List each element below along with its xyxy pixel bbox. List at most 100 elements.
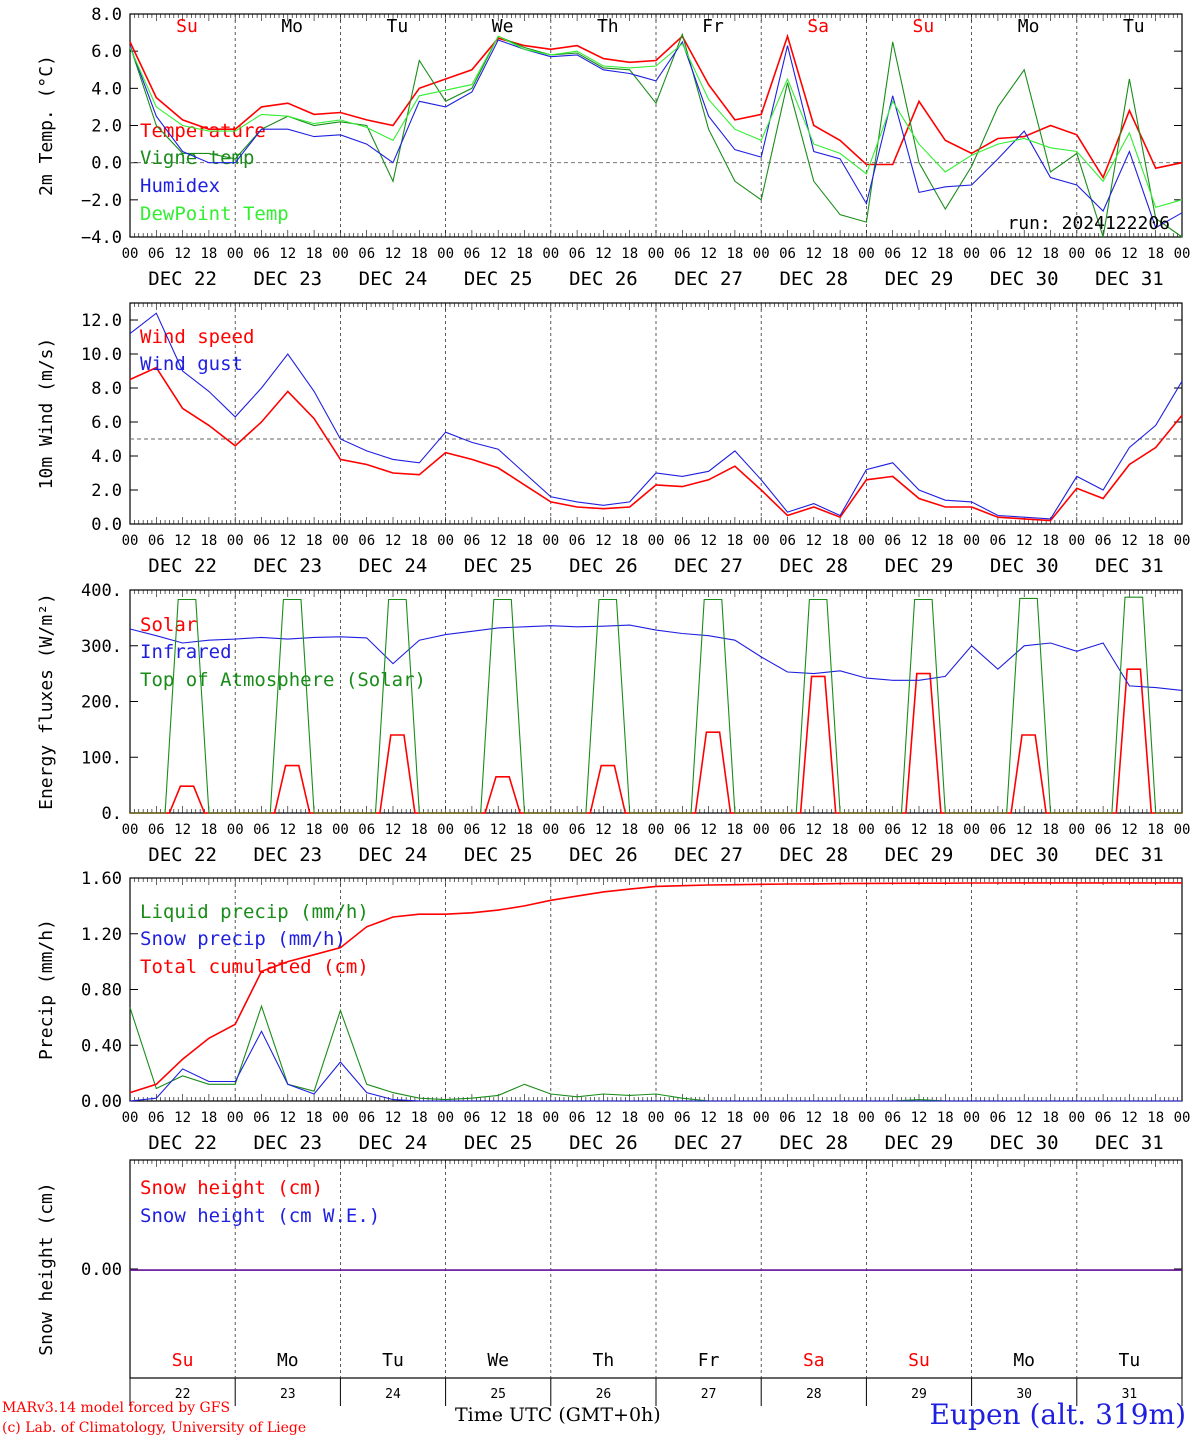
hour-tick-label: 12 xyxy=(1121,533,1138,549)
hour-tick-label: 06 xyxy=(1095,533,1112,549)
day-number-label: 23 xyxy=(280,1387,296,1402)
hour-tick-label: 06 xyxy=(358,246,375,262)
hour-tick-label: 12 xyxy=(1016,533,1033,549)
hour-tick-label: 00 xyxy=(963,822,980,838)
date-label: DEC 22 xyxy=(148,555,217,577)
hour-tick-label: 00 xyxy=(542,246,559,262)
day-number-label: 30 xyxy=(1016,1387,1032,1402)
day-of-week-label: Mo xyxy=(281,16,303,37)
date-label: DEC 31 xyxy=(1095,1132,1164,1154)
hour-tick-label: 12 xyxy=(595,533,612,549)
y-tick-label: 0.40 xyxy=(81,1036,122,1056)
y-axis-title: Snow height (cm) xyxy=(36,1182,57,1355)
y-tick-label: 1.60 xyxy=(81,869,122,889)
legend-entry: Snow precip (mm/h) xyxy=(140,928,346,950)
hour-tick-label: 00 xyxy=(1068,533,1085,549)
y-tick-label: −4.0 xyxy=(81,228,122,248)
series-line-vigne-temp xyxy=(129,32,1183,238)
hour-tick-label: 18 xyxy=(937,822,954,838)
date-label: DEC 28 xyxy=(779,555,848,577)
hour-tick-label: 00 xyxy=(1068,246,1085,262)
y-tick-label: 0.00 xyxy=(81,1260,122,1280)
hour-tick-label: 12 xyxy=(911,1110,928,1126)
hour-tick-label: 06 xyxy=(148,1110,165,1126)
hour-tick-label: 18 xyxy=(1147,1110,1164,1126)
panel-temperature: −4.0−2.00.02.04.06.08.02m Temp. (°C) Temp… xyxy=(36,5,1190,290)
hour-tick-label: 12 xyxy=(595,1110,612,1126)
hour-tick-label: 00 xyxy=(332,246,349,262)
hour-tick-label: 18 xyxy=(937,246,954,262)
series-line-snow-precip-mm-h xyxy=(129,1030,1182,1102)
hour-tick-label: 06 xyxy=(884,1110,901,1126)
hour-tick-label: 00 xyxy=(227,822,244,838)
hour-tick-label: 06 xyxy=(463,1110,480,1126)
day-of-week-label: Fr xyxy=(698,1350,720,1371)
y-tick-label: 0.0 xyxy=(91,515,122,535)
hour-tick-label: 18 xyxy=(832,246,849,262)
panel-wind: 0.0 2.0 4.0 6.0 8.0 10.0 12.0 10m Wind (m/s) Win… xyxy=(36,302,1190,577)
day-of-week-label: We xyxy=(492,16,514,37)
hour-tick-label: 12 xyxy=(1016,1110,1033,1126)
copyright-credit: (c) Lab. of Climatology, University of L… xyxy=(2,1420,307,1436)
hour-tick-label: 12 xyxy=(385,822,402,838)
day-of-week-label: Mo xyxy=(1018,16,1040,37)
day-of-week-label: Fr xyxy=(702,16,724,37)
hour-tick-label: 06 xyxy=(253,1110,270,1126)
series-line-dewpoint-temp xyxy=(129,35,1183,208)
legend-entry: Wind speed xyxy=(140,326,254,348)
hour-tick-label: 12 xyxy=(805,533,822,549)
hour-tick-label: 12 xyxy=(805,1110,822,1126)
date-label: DEC 26 xyxy=(569,844,638,866)
hour-tick-label: 18 xyxy=(411,533,428,549)
hour-tick-label: 12 xyxy=(385,1110,402,1126)
hour-tick-label: 00 xyxy=(332,1110,349,1126)
hour-tick-label: 06 xyxy=(989,533,1006,549)
hour-tick-label: 06 xyxy=(884,822,901,838)
y-tick-label: 0.00 xyxy=(81,1092,122,1112)
hour-tick-label: 00 xyxy=(1174,822,1191,838)
hour-tick-label: 06 xyxy=(674,533,691,549)
y-tick-label: 8.0 xyxy=(91,5,122,25)
day-number-label: 29 xyxy=(911,1387,927,1402)
hour-tick-label: 12 xyxy=(1016,246,1033,262)
day-of-week-label: Su xyxy=(172,1350,194,1371)
y-tick-label: 0.80 xyxy=(81,981,122,1001)
date-label: DEC 23 xyxy=(253,268,322,290)
day-of-week-label: Tu xyxy=(1123,16,1145,37)
date-label: DEC 24 xyxy=(359,268,428,290)
hour-tick-label: 12 xyxy=(911,822,928,838)
date-label: DEC 24 xyxy=(359,1132,428,1154)
y-tick-label: 2.0 xyxy=(91,117,122,137)
hour-tick-label: 06 xyxy=(358,1110,375,1126)
hour-tick-label: 12 xyxy=(174,246,191,262)
date-label: DEC 31 xyxy=(1095,555,1164,577)
hour-tick-label: 06 xyxy=(463,246,480,262)
hour-tick-label: 06 xyxy=(779,822,796,838)
hour-tick-label: 00 xyxy=(542,533,559,549)
hour-tick-label: 06 xyxy=(253,246,270,262)
legend-entry: Top of Atmosphere (Solar) xyxy=(140,669,426,691)
date-label: DEC 25 xyxy=(464,268,533,290)
hour-tick-label: 18 xyxy=(726,533,743,549)
hour-tick-label: 00 xyxy=(648,246,665,262)
hour-tick-label: 06 xyxy=(779,533,796,549)
date-label: DEC 29 xyxy=(885,1132,954,1154)
hour-tick-label: 12 xyxy=(174,1110,191,1126)
date-label: DEC 24 xyxy=(359,555,428,577)
hour-tick-label: 06 xyxy=(148,533,165,549)
hour-tick-label: 18 xyxy=(411,246,428,262)
hour-tick-label: 00 xyxy=(753,246,770,262)
hour-tick-label: 06 xyxy=(148,246,165,262)
hour-tick-label: 00 xyxy=(227,533,244,549)
hour-tick-label: 06 xyxy=(884,533,901,549)
hour-tick-label: 18 xyxy=(1042,822,1059,838)
hour-tick-label: 00 xyxy=(648,533,665,549)
y-tick-label: 300. xyxy=(81,637,122,657)
hour-tick-label: 18 xyxy=(200,533,217,549)
panel-frame xyxy=(129,589,1183,814)
hour-tick-label: 12 xyxy=(700,1110,717,1126)
hour-tick-label: 18 xyxy=(306,533,323,549)
date-label: DEC 26 xyxy=(569,268,638,290)
y-axis-title: 10m Wind (m/s) xyxy=(36,338,57,490)
hour-tick-label: 12 xyxy=(911,246,928,262)
